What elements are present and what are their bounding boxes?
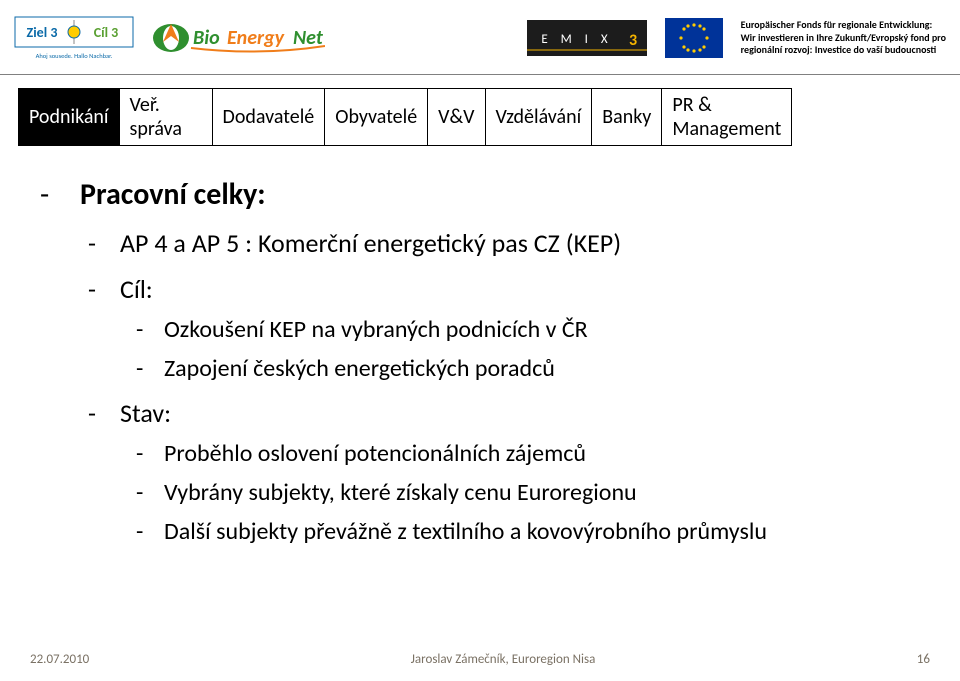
eu-text-line3: regionální rozvoj: Investice do vaší bud…: [741, 44, 946, 57]
category-cell-podnikani: Podnikání: [19, 89, 120, 146]
dash-icon: -: [136, 315, 164, 344]
svg-text:Bio: Bio: [193, 26, 220, 50]
dash-icon: -: [136, 439, 164, 468]
category-cell-pr: PR &Management: [662, 89, 792, 146]
svg-text:Ahoj sousede. Hallo Nachbar.: Ahoj sousede. Hallo Nachbar.: [36, 52, 113, 60]
bullet-vybrany: - Vybrány subjekty, které získaly cenu E…: [136, 478, 920, 507]
header-rule: [0, 74, 960, 75]
eu-funding-text: Europäischer Fonds für regionale Entwick…: [741, 19, 946, 57]
dash-icon: -: [88, 273, 120, 305]
bullet-ap4-ap5: - AP 4 a AP 5 : Komerční energetický pas…: [88, 227, 920, 259]
category-table: Podnikání Veř.správa Dodavatelé Obyvatel…: [18, 88, 792, 146]
bullet-text: Zapojení českých energetických poradců: [164, 354, 555, 383]
bullet-stav: - Stav:: [88, 397, 920, 429]
bullet-probehlo: - Proběhlo oslovení potencionálních záje…: [136, 439, 920, 468]
logo-bioenergynet: Bio Energy Net: [152, 18, 322, 58]
bullet-text: Stav:: [120, 397, 171, 429]
bullet-pracovni-celky: - Pracovní celky:: [40, 176, 920, 213]
category-cell-dodavatele: Dodavatelé: [212, 89, 325, 146]
bullet-text: Ozkoušení KEP na vybraných podnicích v Č…: [164, 315, 588, 344]
dash-icon: -: [136, 354, 164, 383]
bullet-text: Další subjekty převážně z textilního a k…: [164, 517, 767, 546]
svg-text:Ziel 3: Ziel 3: [27, 24, 58, 41]
category-cell-versprava: Veř.správa: [119, 89, 212, 146]
category-row: Podnikání Veř.správa Dodavatelé Obyvatel…: [19, 89, 792, 146]
bullet-zapojeni: - Zapojení českých energetických poradců: [136, 354, 920, 383]
dash-icon: -: [136, 517, 164, 546]
svg-text:Energy: Energy: [227, 26, 285, 50]
svg-text:3: 3: [629, 31, 637, 50]
category-cell-banky: Banky: [592, 89, 662, 146]
logo-emix3: E M I X 3: [527, 20, 647, 56]
svg-text:Cíl 3: Cíl 3: [94, 24, 119, 41]
logo-strip: Ziel 3 Cíl 3 Ahoj sousede. Hallo Nachbar…: [14, 8, 946, 68]
bullet-cil: - Cíl:: [88, 273, 920, 305]
svg-text:E M I X: E M I X: [541, 32, 612, 47]
logo-eu-flag: [665, 18, 723, 58]
category-cell-obyvatele: Obyvatelé: [325, 89, 428, 146]
footer-date: 22.07.2010: [30, 652, 89, 667]
footer: 22.07.2010 Jaroslav Zámečník, Euroregion…: [30, 652, 930, 667]
body-content: - Pracovní celky: - AP 4 a AP 5 : Komerč…: [40, 160, 920, 546]
dash-icon: -: [136, 478, 164, 507]
category-cell-vv: V&V: [428, 89, 485, 146]
bullet-ozkouseni: - Ozkoušení KEP na vybraných podnicích v…: [136, 315, 920, 344]
eu-text-line1: Europäischer Fonds für regionale Entwick…: [741, 19, 946, 32]
dash-icon: -: [88, 397, 120, 429]
bullet-text: Pracovní celky:: [80, 176, 266, 213]
bullet-text: AP 4 a AP 5 : Komerční energetický pas C…: [120, 227, 621, 259]
footer-page: 16: [917, 652, 930, 667]
bullet-text: Proběhlo oslovení potencionálních zájemc…: [164, 439, 586, 468]
dash-icon: -: [88, 227, 120, 259]
bullet-dalsi: - Další subjekty převážně z textilního a…: [136, 517, 920, 546]
dash-icon: -: [40, 176, 80, 213]
bullet-text: Vybrány subjekty, které získaly cenu Eur…: [164, 478, 637, 507]
logo-ziel3: Ziel 3 Cíl 3 Ahoj sousede. Hallo Nachbar…: [14, 16, 134, 60]
bullet-text: Cíl:: [120, 273, 153, 305]
footer-author: Jaroslav Zámečník, Euroregion Nisa: [411, 652, 596, 667]
category-cell-vzdelavani: Vzdělávání: [485, 89, 592, 146]
